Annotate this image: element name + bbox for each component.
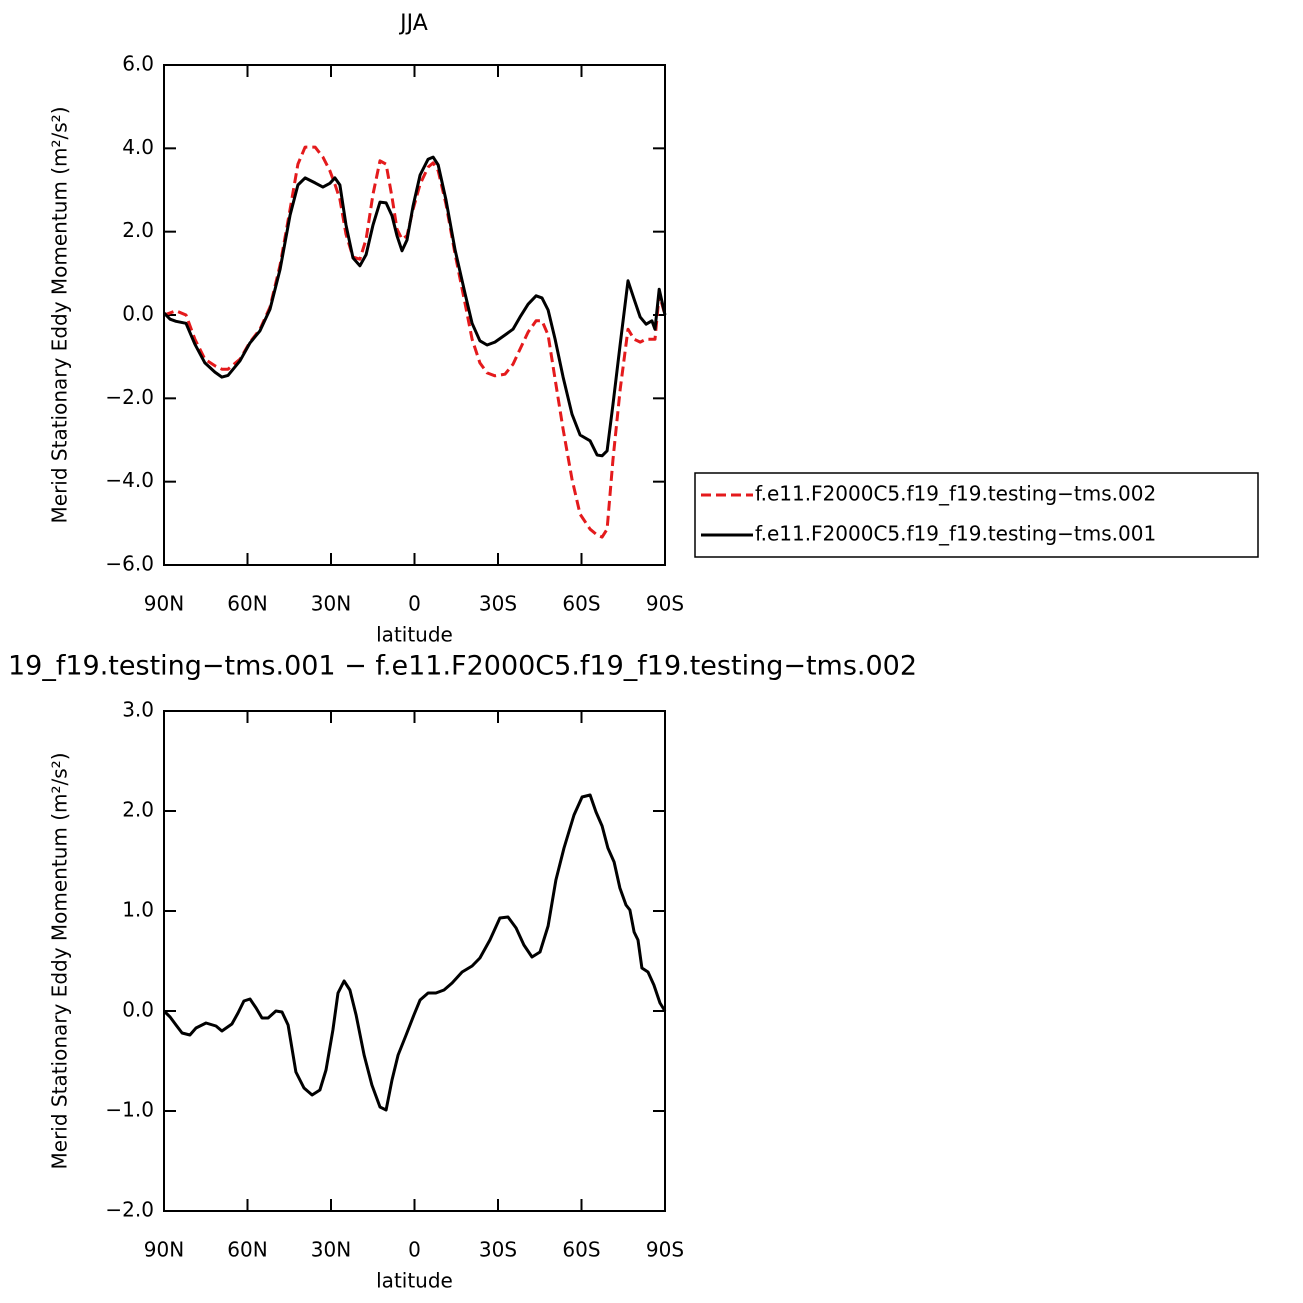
x-tick-label: 60N xyxy=(227,592,267,616)
x-tick-label: 60S xyxy=(562,1238,600,1262)
x-tick-label: 90S xyxy=(646,1238,684,1262)
x-tick-label: 0 xyxy=(408,1238,421,1262)
y-tick-label: 6.0 xyxy=(122,52,154,76)
y-tick-label: 1.0 xyxy=(122,898,154,922)
x-tick-label: 30N xyxy=(311,1238,351,1262)
x-tick-label: 0 xyxy=(408,592,421,616)
y-tick-label: 0.0 xyxy=(122,302,154,326)
y-tick-label: −2.0 xyxy=(105,385,154,409)
chart-title: JJA xyxy=(398,11,428,36)
data-line xyxy=(163,145,667,539)
x-tick-label: 30S xyxy=(479,592,517,616)
plot-frame xyxy=(163,710,666,1212)
y-tick-label: −1.0 xyxy=(105,1098,154,1122)
x-axis-label: latitude xyxy=(376,623,453,647)
y-tick-label: 3.0 xyxy=(122,698,154,722)
legend-box xyxy=(694,472,1259,558)
data-line xyxy=(162,793,667,1112)
x-tick-label: 90S xyxy=(646,592,684,616)
y-tick-label: 4.0 xyxy=(122,135,154,159)
x-tick-label: 90N xyxy=(144,592,184,616)
y-tick-label: 0.0 xyxy=(122,998,154,1022)
x-axis-label: latitude xyxy=(376,1269,453,1293)
data-line xyxy=(162,155,667,458)
y-tick-label: −2.0 xyxy=(105,1198,154,1222)
y-axis-label: Merid Stationary Eddy Momentum (m²/s²) xyxy=(48,753,72,1170)
legend-label: f.e11.F2000C5.f19_f19.testing−tms.001 xyxy=(755,522,1156,546)
y-tick-label: 2.0 xyxy=(122,218,154,242)
y-tick-label: 2.0 xyxy=(122,798,154,822)
x-tick-label: 60N xyxy=(227,1238,267,1262)
x-tick-label: 60S xyxy=(562,592,600,616)
x-tick-label: 90N xyxy=(144,1238,184,1262)
plot-frame xyxy=(163,64,666,566)
y-axis-label: Merid Stationary Eddy Momentum (m²/s²) xyxy=(48,107,72,524)
y-tick-label: −6.0 xyxy=(105,552,154,576)
chart-title: 19_f19.testing−tms.001 − f.e11.F2000C5.f… xyxy=(8,651,917,682)
x-tick-label: 30S xyxy=(479,1238,517,1262)
y-tick-label: −4.0 xyxy=(105,468,154,492)
x-tick-label: 30N xyxy=(311,592,351,616)
legend-label: f.e11.F2000C5.f19_f19.testing−tms.002 xyxy=(755,482,1156,506)
